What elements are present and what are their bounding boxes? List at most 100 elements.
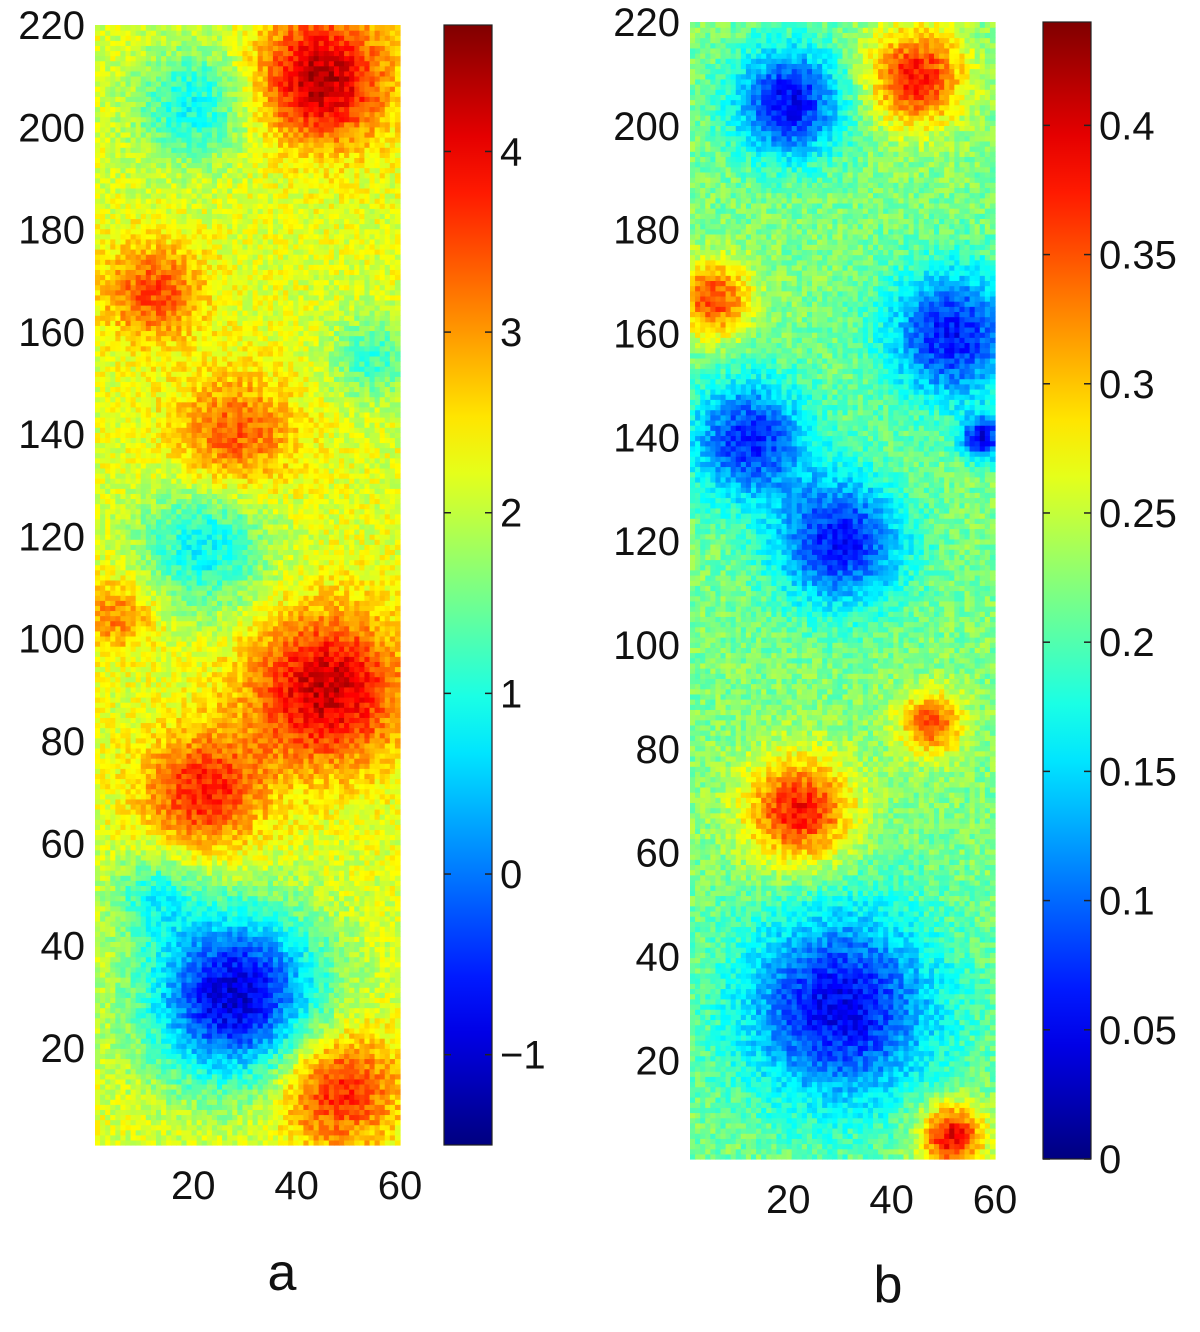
heatmap-cell (171, 1089, 177, 1095)
heatmap-cell (349, 936, 355, 942)
heatmap-cell (191, 966, 198, 973)
heatmap-cell (298, 1063, 305, 1070)
heatmap-cell (364, 1099, 371, 1105)
heatmap-cell (374, 783, 381, 790)
heatmap-cell (95, 956, 101, 963)
heatmap-cell (145, 1119, 152, 1126)
heatmap-cell (318, 1094, 325, 1100)
heatmap-cell (339, 982, 345, 988)
heatmap-cell (201, 1063, 208, 1070)
heatmap-cell (323, 763, 330, 769)
heatmap-cell (333, 829, 340, 836)
heatmap-cell (364, 1094, 371, 1100)
heatmap-cell (171, 829, 177, 836)
heatmap-cell (252, 1119, 259, 1126)
heatmap-cell (278, 910, 284, 917)
heatmap-cell (206, 844, 213, 851)
heatmap-cell (156, 809, 162, 815)
heatmap-cell (196, 1012, 203, 1019)
heatmap-cell (105, 824, 111, 830)
heatmap-cell (344, 722, 350, 729)
heatmap-cell (333, 1109, 340, 1116)
heatmap-cell (130, 819, 137, 825)
heatmap-cell (323, 824, 330, 830)
heatmap-cell (262, 921, 269, 927)
heatmap-cell (191, 875, 198, 881)
heatmap-cell (308, 1083, 315, 1090)
heatmap-cell (120, 803, 127, 810)
heatmap-cell (384, 997, 391, 1004)
heatmap-cell (196, 1063, 203, 1070)
heatmap-cell (181, 1033, 188, 1039)
heatmap-cell (267, 1124, 274, 1131)
heatmap-cell (308, 758, 315, 764)
heatmap-cell (328, 824, 335, 830)
heatmap-cell (110, 1089, 116, 1095)
heatmap-cell (394, 829, 401, 836)
heatmap-cell (140, 905, 147, 912)
heatmap-cell (232, 844, 238, 851)
heatmap-cell (293, 880, 299, 886)
heatmap-cell (222, 1027, 228, 1034)
heatmap-cell (283, 778, 289, 785)
heatmap-cell (227, 1017, 233, 1024)
heatmap-cell (191, 1099, 198, 1105)
heatmap-cell (328, 987, 335, 993)
heatmap-cell (145, 1033, 152, 1039)
heatmap-cell (176, 1027, 183, 1034)
heatmap-cell (328, 809, 335, 815)
heatmap-cell (161, 997, 167, 1004)
heatmap-cell (222, 1058, 228, 1065)
heatmap-cell (272, 1124, 279, 1131)
heatmap-cell (364, 951, 371, 958)
heatmap-cell (328, 737, 335, 744)
heatmap-cell (323, 768, 330, 774)
heatmap-cell (247, 788, 254, 795)
heatmap-cell (161, 773, 167, 780)
heatmap-cell (181, 824, 188, 830)
heatmap-cell (201, 1068, 208, 1075)
heatmap-cell (201, 829, 208, 836)
heatmap-cell (389, 809, 396, 815)
heatmap-cell (145, 961, 152, 968)
heatmap-cell (354, 1012, 360, 1019)
heatmap-cell (318, 905, 325, 912)
heatmap-cell (272, 1048, 279, 1054)
heatmap-cell (171, 870, 177, 876)
heatmap-cell (150, 870, 157, 876)
heatmap-cell (369, 1058, 376, 1065)
heatmap-cell (272, 753, 279, 759)
heatmap-cell (344, 936, 350, 942)
heatmap-cell (181, 921, 188, 927)
heatmap-cell (344, 1002, 350, 1009)
heatmap-cell (232, 946, 238, 953)
heatmap-cell (232, 722, 238, 729)
heatmap-cell (171, 793, 177, 800)
heatmap-cell (308, 1129, 315, 1136)
heatmap-cell (171, 1012, 177, 1019)
heatmap-cell (100, 829, 106, 836)
heatmap-cell (374, 961, 381, 968)
heatmap-cell (252, 727, 259, 734)
heatmap-cell (303, 982, 310, 988)
heatmap-cell (252, 814, 259, 820)
heatmap-cell (181, 977, 188, 983)
heatmap-cell (191, 824, 198, 830)
heatmap-cell (318, 1104, 325, 1110)
heatmap-cell (354, 1104, 360, 1110)
heatmap-cell (369, 865, 376, 871)
heatmap-cell (100, 1083, 106, 1090)
heatmap-cell (328, 839, 335, 846)
heatmap-cell (354, 1068, 360, 1075)
heatmap-cell (145, 798, 152, 805)
heatmap-cell (196, 926, 203, 932)
heatmap-cell (252, 737, 259, 744)
heatmap-cell (176, 1068, 183, 1075)
heatmap-cell (191, 890, 198, 897)
heatmap-cell (227, 747, 233, 754)
heatmap-cell (344, 1124, 350, 1131)
heatmap-cell (171, 1114, 177, 1121)
heatmap-cell (232, 1017, 238, 1024)
heatmap-cell (227, 1063, 233, 1070)
heatmap-cell (323, 773, 330, 780)
